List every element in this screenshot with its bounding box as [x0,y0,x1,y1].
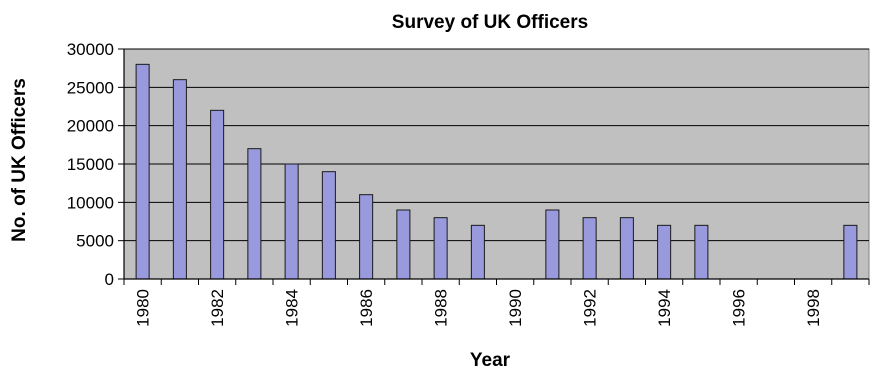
bars [135,63,858,280]
bar-1991 [545,209,560,280]
bar-1982 [210,109,225,280]
bar-1995 [694,224,709,280]
x-tick-label: 1990 [506,289,525,327]
x-tick-label: 1992 [581,289,600,327]
x-tick-label: 1988 [432,289,451,327]
x-tick-label: 1996 [730,289,749,327]
bar-1984 [284,163,299,280]
y-tick-label: 5000 [76,232,114,251]
bar-1986 [359,194,374,280]
y-tick-labels: 0 5000 10000 15000 20000 25000 30000 [67,40,124,289]
bar-1994 [657,224,672,280]
x-axis-title: Year [470,350,511,371]
y-tick-label: 10000 [67,193,114,212]
y-tick-label: 20000 [67,117,114,136]
x-tick-label: 1984 [283,289,302,327]
bar-1987 [396,209,411,280]
chart-title: Survey of UK Officers [392,12,588,33]
bar-1993 [619,217,634,280]
bar-1989 [470,224,485,280]
bar-1988 [433,217,448,280]
bar-1980 [135,63,150,280]
y-tick-label: 25000 [67,78,114,97]
bar-1981 [172,79,187,280]
y-tick-label: 30000 [67,40,114,59]
x-tick-label: 1986 [357,289,376,327]
x-tick-label: 1994 [655,289,674,327]
x-tick-label: 1980 [134,289,153,327]
x-tick-label: 1998 [804,289,823,327]
x-tick-labels: 1980 1982 1984 1986 1988 1990 1992 1994 1996 1998 [123,279,870,327]
bar-1985 [321,171,336,280]
bar-1983 [247,148,262,280]
bar-1999 [843,224,858,280]
x-tick-label: 1982 [208,289,227,327]
y-tick-label: 0 [105,270,114,289]
y-axis-title: No. of UK Officers [9,78,30,242]
y-tick-label: 15000 [67,155,114,174]
bar-1992 [582,217,597,280]
